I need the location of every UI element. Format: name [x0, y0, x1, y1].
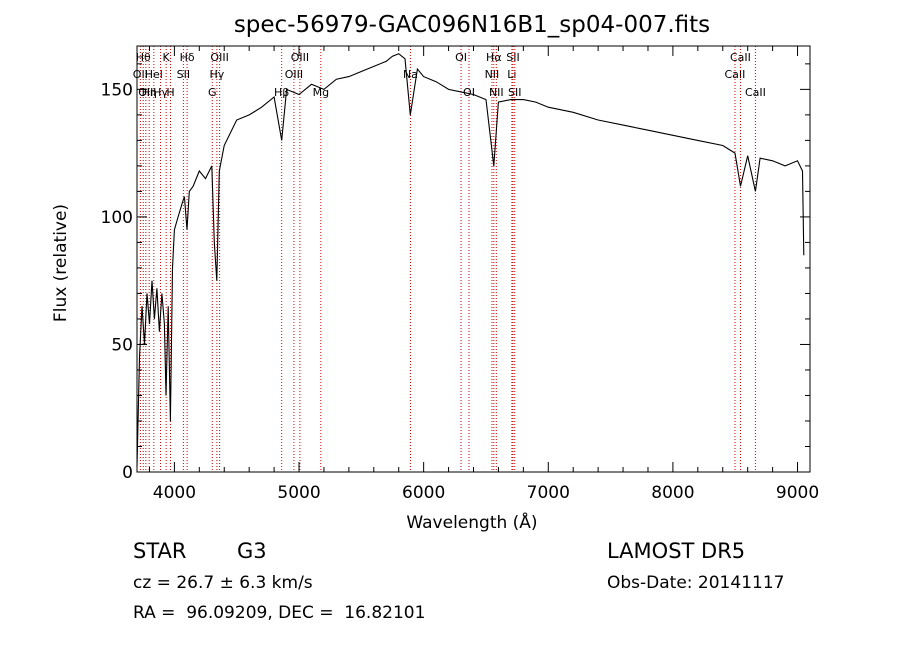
spectrum-line — [136, 53, 805, 467]
line-marker-label: OI — [455, 51, 467, 64]
x-tick-label: 7000 — [527, 483, 570, 503]
coordinates: RA = 96.09209, DEC = 16.82101 — [133, 603, 426, 623]
y-tick-label: 0 — [122, 463, 133, 483]
survey-name: LAMOST DR5 — [607, 539, 746, 563]
line-marker-label: CaII — [725, 68, 746, 81]
x-tick-label: 4000 — [153, 483, 196, 503]
line-marker-label: Hβ — [274, 86, 289, 99]
y-tick-label: 50 — [111, 335, 133, 355]
line-markers: OIIHθOIIHηHelHγKHSIIHδGHγOIIIHβOIIIOIIIM… — [133, 46, 766, 472]
line-marker-label: Hδ — [180, 51, 195, 64]
x-tick-label: 5000 — [277, 483, 320, 503]
line-marker-label: Hel — [145, 68, 163, 81]
line-marker-label: OIII — [285, 68, 303, 81]
plot-frame — [136, 45, 811, 473]
x-tick-label: 9000 — [776, 483, 819, 503]
redshift-value: cz = 26.7 ± 6.3 km/s — [133, 573, 313, 593]
line-marker-label: Hγ — [209, 68, 224, 81]
line-marker-label: Hθ — [136, 51, 151, 64]
line-marker-label: G — [208, 86, 217, 99]
line-marker-label: CaII — [745, 86, 766, 99]
y-axis-label: Flux (relative) — [51, 204, 71, 322]
line-marker-label: OIII — [291, 51, 309, 64]
line-marker-label: NII — [485, 68, 500, 81]
x-tick-label: 8000 — [651, 483, 694, 503]
line-marker-label: SII — [506, 51, 519, 64]
axes: 4000 5000 6000 7000 8000 9000 0 50 100 150 — [101, 46, 819, 503]
line-marker-label: SII — [508, 86, 521, 99]
obs-date: Obs-Date: 20141117 — [607, 573, 785, 593]
line-marker-label: Li — [507, 68, 516, 81]
line-marker-label: NII — [489, 86, 504, 99]
object-class: STAR — [133, 539, 187, 563]
subclass: G3 — [237, 539, 267, 563]
x-tick-label: 6000 — [402, 483, 445, 503]
chart-title: spec-56979-GAC096N16B1_sp04-007.fits — [234, 12, 710, 38]
spectrum-data — [136, 53, 805, 467]
line-marker-label: Hα — [486, 51, 502, 64]
line-marker-label: OI — [463, 86, 475, 99]
line-marker-label: Hγ — [153, 86, 168, 99]
line-marker-label: H — [166, 86, 174, 99]
line-marker-label: OIII — [210, 51, 228, 64]
y-tick-label: 100 — [101, 208, 133, 228]
y-tick-label: 150 — [101, 80, 133, 100]
x-axis-label: Wavelength (Å) — [406, 511, 537, 533]
line-marker-label: SII — [177, 68, 190, 81]
line-marker-label: K — [163, 51, 171, 64]
line-marker-label: CaII — [730, 51, 751, 64]
